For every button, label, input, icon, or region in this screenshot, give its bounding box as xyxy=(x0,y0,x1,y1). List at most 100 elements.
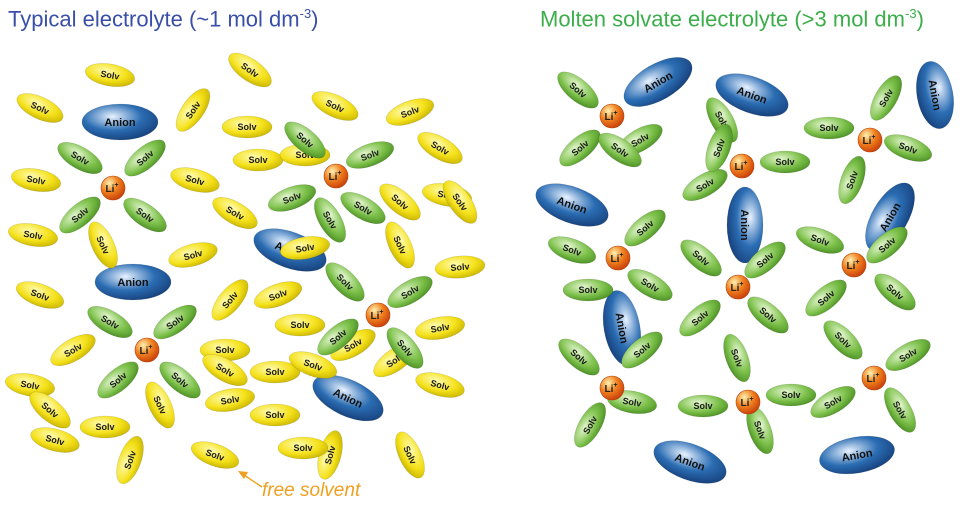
free-solvent-molecule: Solv xyxy=(311,91,359,121)
coordinated-solvent-molecule: Solv xyxy=(87,305,133,339)
lithium-ion: Li+ xyxy=(100,175,126,201)
coordinated-solvent-molecule: Solv xyxy=(747,296,789,334)
coordinated-solvent-molecule: Solv xyxy=(885,338,931,372)
left-title-end: ) xyxy=(311,6,319,32)
free-solvent-molecule: Solv xyxy=(205,388,255,412)
free-solvent-molecule: Solv xyxy=(385,98,435,126)
free-solvent-molecule-label: Solv xyxy=(44,433,65,448)
free-solvent-molecule: Solv xyxy=(249,360,301,384)
left-title-text: Typical electrolyte (~1 mol dm xyxy=(8,6,300,32)
coordinated-solvent-molecule: Solv xyxy=(325,262,365,302)
coordinated-solvent-molecule: Solv xyxy=(838,155,866,205)
coordinated-solvent-molecule: Solv xyxy=(874,273,916,311)
free-solvent-molecule-label: Solv xyxy=(215,345,234,355)
lithium-ion: Li+ xyxy=(725,274,751,300)
free-solvent-molecule-label: Solv xyxy=(295,242,315,255)
coordinated-solvent-molecule: Solv xyxy=(284,121,326,159)
free-solvent-molecule-label: Solv xyxy=(26,174,46,187)
free-solvent-molecule: Solv xyxy=(88,221,118,269)
coordinated-solvent-molecule: Solv xyxy=(805,279,847,317)
lithium-ion: Li+ xyxy=(599,375,625,401)
coordinated-solvent-molecule: Solv xyxy=(557,71,599,109)
coordinated-solvent-molecule: Solv xyxy=(795,226,845,254)
free-solvent-annotation: free solvent xyxy=(262,480,361,501)
anion-molecule: Anion xyxy=(81,103,159,141)
coordinated-solvent-molecule: Solv xyxy=(159,361,201,399)
free-solvent-molecule: Solv xyxy=(85,63,135,87)
free-solvent-molecule: Solv xyxy=(168,242,218,268)
anion-molecule: Anion xyxy=(726,186,764,264)
coordinated-solvent-molecule: Solv xyxy=(869,75,903,121)
anion-molecule: Anion xyxy=(94,263,172,301)
lithium-ion: Li+ xyxy=(599,103,625,129)
anion-molecule-label: Anion xyxy=(738,209,750,240)
coordinated-solvent-molecule: Solv xyxy=(679,299,721,337)
anion-molecule-label: Anion xyxy=(613,312,630,345)
free-solvent-molecule: Solv xyxy=(50,333,96,367)
right-panel-title: Molten solvate electrolyte (>3 mol dm-3) xyxy=(540,6,924,32)
free-solvent-molecule: Solv xyxy=(8,223,58,247)
lithium-ion: Li+ xyxy=(729,153,755,179)
coordinated-solvent-molecule: Solv xyxy=(598,132,642,168)
anion-molecule-label: Anion xyxy=(926,79,943,112)
free-solvent-molecule: Solv xyxy=(175,88,211,132)
free-solvent-molecule-label: Solv xyxy=(100,69,120,82)
free-solvent-molecule-label: Solv xyxy=(295,150,314,160)
coordinated-solvent-molecule: Solv xyxy=(153,304,197,340)
lithium-ion: Li+ xyxy=(605,245,631,271)
annotation-arrowhead xyxy=(238,471,248,479)
coordinated-solvent-molecule: Solv xyxy=(680,239,722,277)
free-solvent-molecule: Solv xyxy=(30,427,80,453)
coordinated-solvent-molecule: Solv xyxy=(559,129,601,167)
free-solvent-molecule-label: Solv xyxy=(293,443,312,453)
coordinated-solvent-molecule-label: Solv xyxy=(819,123,838,133)
free-solvent-molecule-label: Solv xyxy=(220,394,240,407)
annotation-arrow-line xyxy=(243,474,263,488)
anion-molecule: Anion xyxy=(312,374,384,422)
coordinated-solvent-molecule: Solv xyxy=(97,361,139,399)
coordinated-solvent-molecule: Solv xyxy=(558,338,600,376)
anion-molecule: Anion xyxy=(715,73,789,117)
anion-molecule: Anion xyxy=(653,440,727,484)
free-solvent-molecule: Solv xyxy=(11,168,61,192)
free-solvent-molecule-label: Solv xyxy=(183,248,204,263)
coordinated-solvent-molecule: Solv xyxy=(810,385,856,419)
coordinated-solvent-molecule-label: Solv xyxy=(622,396,642,409)
free-solvent-molecule-label: Solv xyxy=(95,422,114,432)
coordinated-solvent-molecule: Solv xyxy=(624,209,666,247)
coordinated-solvent-molecule: Solv xyxy=(627,268,673,302)
free-solvent-molecule: Solv xyxy=(228,52,272,88)
lithium-ion: Li+ xyxy=(861,365,887,391)
right-title-end: ) xyxy=(916,6,924,32)
anion-molecule-label: Anion xyxy=(117,277,148,289)
coordinated-solvent-molecule: Solv xyxy=(340,191,386,225)
coordinated-solvent-molecule: Solv xyxy=(883,387,917,433)
free-solvent-molecule: Solv xyxy=(395,431,425,479)
free-solvent-molecule: Solv xyxy=(116,435,144,485)
anion-layer: Anion Anion Anion Anion Anion Anion Anion Anion… xyxy=(81,57,954,484)
coordinated-solvent-molecule: Solv xyxy=(57,141,103,175)
coordinated-solvent-molecule: Solv xyxy=(744,241,786,279)
coordinated-solvent-molecule: Solv xyxy=(823,320,863,360)
free-solvent-molecule-label: Solv xyxy=(265,367,284,377)
right-title-sup: -3 xyxy=(905,6,917,21)
coordinated-solvent-molecule: Solv xyxy=(866,226,908,264)
free-solvent-molecule-label: Solv xyxy=(290,320,309,330)
annotation-arrow-layer xyxy=(238,471,263,488)
free-solvent-molecule: Solv xyxy=(280,236,330,260)
free-solvent-molecule: Solv xyxy=(434,255,486,279)
free-solvent-molecule: Solv xyxy=(212,196,258,230)
coordinated-solvent-molecule: Solv xyxy=(124,139,166,177)
free-solvent-molecule: Solv xyxy=(415,372,465,398)
coordinated-solvent-molecule: Solv xyxy=(803,116,855,140)
free-solvent-molecule-label: Solv xyxy=(237,122,256,132)
lithium-ion: Li+ xyxy=(857,127,883,153)
free-solvent-molecule-label: Solv xyxy=(450,261,470,273)
free-solvent-molecule-label: Solv xyxy=(430,322,450,335)
lithium-ion: Li+ xyxy=(735,389,761,415)
free-solvent-molecule: Solv xyxy=(190,441,240,469)
coordinated-solvent-molecule: Solv xyxy=(317,318,359,356)
coordinated-solvent-molecule: Solv xyxy=(765,383,817,407)
coordinated-solvent-molecule: Solv xyxy=(267,184,317,212)
